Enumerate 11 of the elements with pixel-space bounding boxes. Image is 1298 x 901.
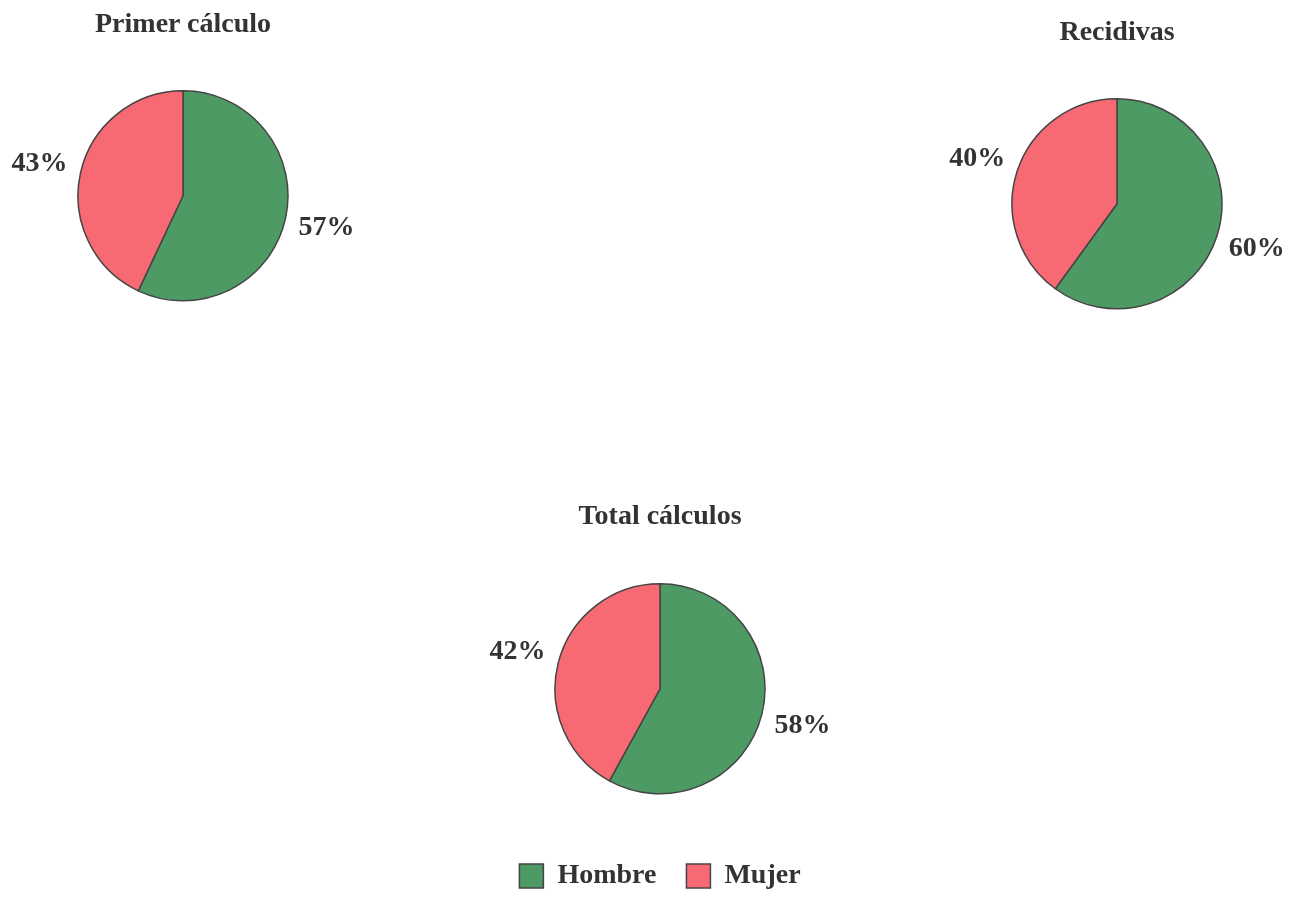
legend-label: Hombre — [557, 858, 657, 890]
chart-title: Primer cálculo — [95, 7, 271, 39]
legend-label: Mujer — [724, 858, 801, 890]
data-label: 43% — [11, 145, 68, 177]
chart-title: Total cálculos — [578, 499, 742, 531]
data-label: 60% — [1228, 231, 1285, 263]
data-label: 40% — [949, 140, 1006, 172]
data-label: 42% — [489, 634, 546, 666]
chart-title: Recidivas — [1059, 15, 1175, 47]
data-label: 57% — [298, 210, 355, 242]
data-label: 58% — [774, 707, 831, 739]
